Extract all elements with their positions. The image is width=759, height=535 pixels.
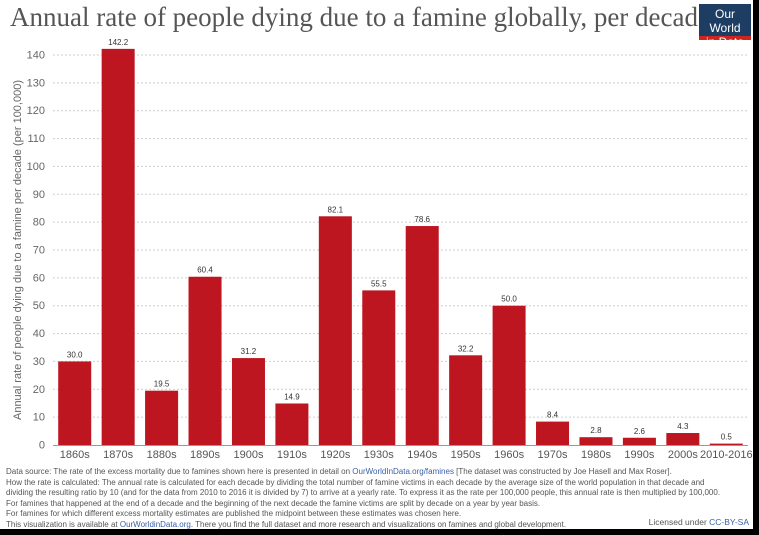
bar-value-label: 8.4	[547, 411, 559, 420]
x-tick-label: 1950s	[451, 449, 481, 461]
bar	[709, 443, 743, 445]
owid-link[interactable]: OurWorldinData.org	[119, 519, 191, 529]
bar-value-label: 78.6	[414, 215, 430, 224]
x-tick-label: 1900s	[233, 449, 263, 461]
footer-method-line-4: For famines for which different excess m…	[6, 509, 462, 519]
bar-value-label: 2.8	[590, 426, 602, 435]
y-tick-label: 30	[33, 356, 45, 368]
bar-value-label: 4.3	[677, 422, 689, 431]
bar	[188, 276, 222, 445]
y-tick-label: 100	[27, 161, 45, 173]
famines-link[interactable]: OurWorldInData.org/famines	[352, 467, 454, 476]
x-tick-label: 1980s	[581, 449, 611, 461]
bar-value-label: 14.9	[284, 392, 300, 401]
y-tick-label: 120	[27, 105, 45, 117]
footer-availability-line: This visualization is available at OurWo…	[6, 519, 567, 529]
bar-value-label: 31.2	[241, 347, 257, 356]
bar-value-label: 50.0	[501, 295, 517, 304]
bar	[405, 226, 439, 445]
bar-value-label: 19.5	[154, 380, 170, 389]
bar	[536, 421, 570, 445]
x-tick-label: 1860s	[60, 449, 90, 461]
bar	[231, 358, 265, 445]
logo-line-1: Our World	[709, 7, 741, 35]
footer-source-line: Data source: The rate of the excess mort…	[6, 467, 672, 476]
bar	[362, 290, 396, 445]
x-tick-label: 2010-2016	[700, 449, 753, 461]
bar	[666, 433, 700, 445]
bar-value-label: 82.1	[328, 205, 344, 214]
x-tick-label: 1870s	[103, 449, 133, 461]
x-tick-label: 1960s	[494, 449, 524, 461]
y-tick-label: 90	[33, 189, 45, 201]
bar-value-label: 32.2	[458, 344, 474, 353]
chart-title: Annual rate of people dying due to a fam…	[10, 2, 710, 32]
bar-value-label: 30.0	[67, 350, 83, 359]
y-tick-label: 80	[33, 217, 45, 229]
bar	[145, 390, 179, 445]
y-tick-label: 110	[27, 133, 45, 145]
y-tick-label: 140	[27, 50, 45, 62]
license-text: Licensed under CC-BY-SA	[648, 517, 749, 527]
y-tick-label: 60	[33, 272, 45, 284]
bar-value-label: 2.6	[634, 427, 646, 436]
x-tick-label: 1940s	[407, 449, 437, 461]
y-tick-label: 50	[33, 300, 45, 312]
bar	[492, 305, 526, 445]
footer-method-line-2: dividing the resulting ratio by 10 (and …	[6, 488, 721, 498]
bar	[275, 403, 309, 445]
bar-value-label: 142.2	[108, 38, 129, 47]
owid-logo[interactable]: Our World in Data	[699, 4, 751, 49]
y-tick-label: 10	[33, 412, 45, 424]
x-tick-label: 1930s	[364, 449, 394, 461]
x-tick-label: 1890s	[190, 449, 220, 461]
footer-method-line-3: For famines that happened at the end of …	[6, 498, 541, 508]
bar	[622, 437, 656, 445]
y-axis-label: Annual rate of people dying due to a fam…	[12, 80, 24, 420]
x-tick-label: 2000s	[668, 449, 698, 461]
x-tick-label: 1970s	[538, 449, 568, 461]
bar-value-label: 0.5	[721, 433, 733, 442]
bar	[318, 216, 352, 445]
bar	[101, 48, 135, 445]
bar	[579, 437, 613, 445]
y-tick-label: 0	[39, 440, 45, 452]
x-tick-label: 1910s	[277, 449, 307, 461]
y-tick-label: 40	[33, 328, 45, 340]
bar	[449, 355, 483, 445]
x-tick-label: 1880s	[147, 449, 177, 461]
bar	[58, 361, 92, 445]
logo-line-2: in Data	[705, 35, 745, 49]
footer-notes: Data source: The rate of the excess mort…	[6, 467, 751, 531]
bar-chart: 0 10 20 30 40 50 60 70 80 90 100 110 120 130 140 Annual…	[12, 38, 753, 461]
x-tick-label: 1920s	[320, 449, 350, 461]
y-tick-label: 20	[33, 384, 45, 396]
license-link[interactable]: CC-BY-SA	[709, 517, 749, 527]
x-tick-label: 1990s	[624, 449, 654, 461]
y-tick-label: 70	[33, 245, 45, 257]
y-tick-label: 130	[27, 77, 45, 89]
bar-value-label: 55.5	[371, 279, 387, 288]
bar-value-label: 60.4	[197, 266, 213, 275]
footer-method-line-1: How the rate is calculated: The annual r…	[6, 477, 705, 487]
